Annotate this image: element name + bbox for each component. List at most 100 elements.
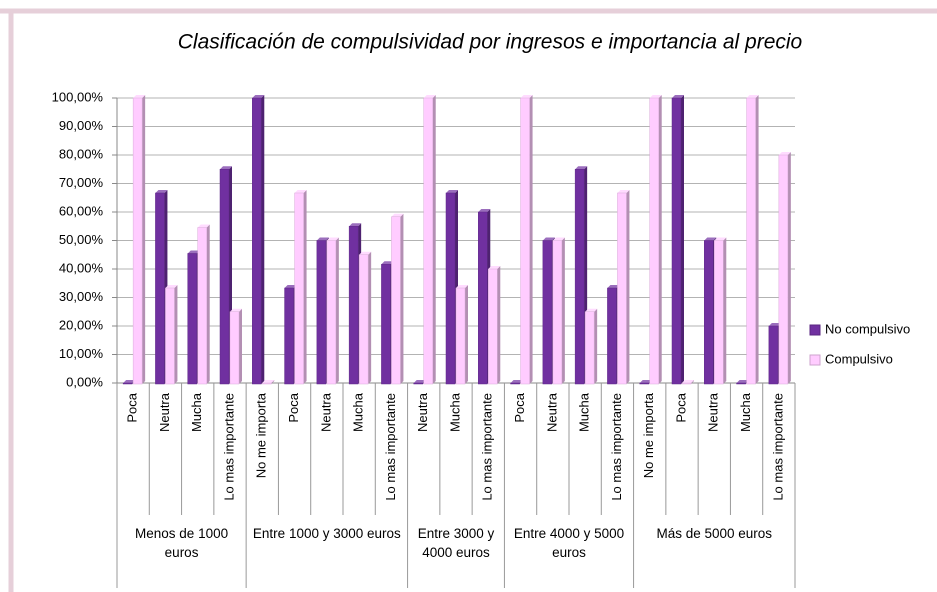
bar [391,216,401,385]
bar-side [206,224,210,384]
bar [252,97,262,385]
legend-swatch [809,324,821,336]
bar-side [303,189,307,384]
bar-side [561,237,565,384]
y-tick-label: 60,00% [59,203,104,218]
y-tick-label: 80,00% [59,146,104,161]
bar-top [488,266,501,269]
bar [358,254,369,385]
group-label: Menos de 1000 euros [135,526,229,560]
bar-top [294,189,307,193]
x-tick-label: Mucha [351,392,366,432]
bar-side [658,95,662,384]
bar-top [413,380,426,383]
bar-top [262,380,275,383]
bar-top [649,95,662,98]
bar-side [529,95,533,384]
y-tick-label: 30,00% [59,289,104,304]
bar [455,287,466,385]
x-tick-label: Poca [125,392,140,422]
x-tick-label: Neutra [706,392,721,432]
bar-top [714,237,727,241]
bar [122,382,133,385]
bar [520,97,530,385]
x-tick-label: Mucha [738,392,753,432]
bar [348,226,359,385]
bar-top [552,237,565,241]
bar-top [704,237,717,241]
bar-top [446,189,458,193]
bar-top [736,380,749,383]
bar [607,287,617,385]
bar-top [391,213,404,217]
group-label: Entre 3000 y 4000 euros [417,526,495,560]
bar-side [142,95,146,384]
bar [187,253,197,385]
y-tick-label: 70,00% [59,175,104,190]
x-tick-label: Poca [512,392,527,422]
y-tick-label: 0,00% [66,374,103,389]
bar-top [510,380,523,383]
x-tick-label: Lo mas importante [609,393,624,501]
bar-side [755,95,759,384]
bar-side [368,251,372,384]
bar-top [617,189,630,193]
bar-top [639,380,652,383]
bar [316,240,327,385]
bar-top [197,224,210,228]
bar-top [585,308,598,312]
bar-top [423,95,436,98]
bar-top [187,250,200,254]
bar [714,240,724,385]
bar [132,97,143,385]
bar-side [432,95,436,384]
bar-side [497,266,501,384]
x-tick-label: Lo mas importante [770,393,785,501]
bar-top [778,152,791,155]
bar-side [787,152,791,384]
bar-side [681,95,684,384]
bar [671,97,682,385]
x-tick-label: Neutra [544,392,559,432]
y-tick-label: 10,00% [59,346,104,361]
bar-top [123,380,136,383]
bar [219,169,230,385]
bar [326,240,337,385]
bar-side [691,380,694,384]
bar [165,287,175,385]
bar-top [155,189,168,193]
bar [552,240,563,385]
y-tick-label: 100,00% [52,89,104,104]
bar-top [284,285,297,289]
legend-label: No compulsivo [825,321,910,336]
bar-top [542,237,555,241]
bar-top [133,95,146,98]
bar [423,97,433,385]
group-label: Entre 4000 y 5000 euros [513,526,625,560]
bar-top [682,380,694,383]
bar-top [230,308,242,312]
chart-title: Clasificación de compulsividad por ingre… [178,31,803,54]
bar-top [478,209,491,212]
bar-side [400,213,404,384]
bar-top [316,237,329,241]
bar [746,97,756,385]
bar-top [746,95,759,98]
x-tick-label: Neutra [415,392,430,432]
bar [488,268,498,385]
bar-top [381,261,394,265]
bar-top [456,285,468,289]
group-label: Más de 5000 euros [656,526,773,541]
bar-top [672,95,684,98]
bar [574,169,585,385]
bar-side [626,189,630,384]
bar [284,287,294,385]
y-tick-label: 90,00% [59,118,104,133]
group-label: Entre 1000 y 3000 euros [252,526,401,541]
bar [229,311,240,385]
bar [445,192,456,385]
bar-top [768,323,781,326]
bar-top [220,166,232,170]
